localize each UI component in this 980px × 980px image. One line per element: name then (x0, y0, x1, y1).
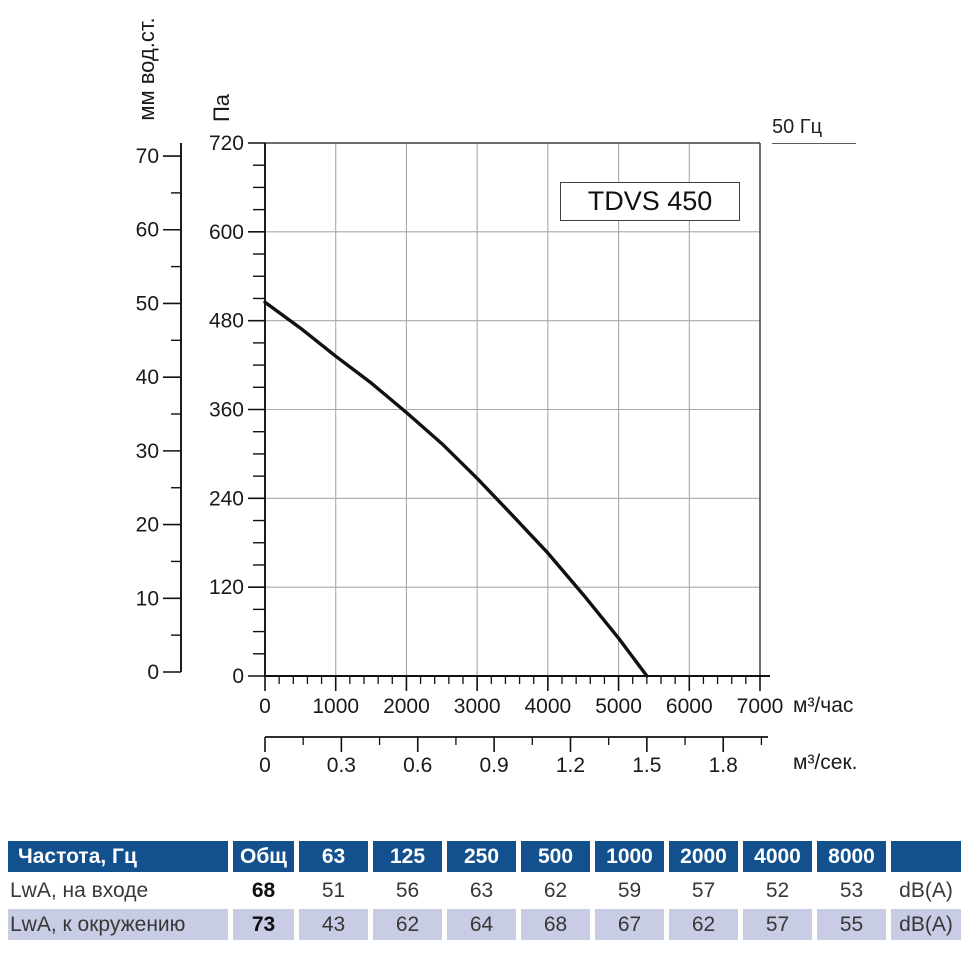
header-cell (891, 841, 961, 872)
band-value: 43 (299, 909, 368, 940)
band-value: 67 (595, 909, 664, 940)
model-label-box: TDVS 450 (560, 182, 740, 221)
flow-tick-label: 1000 (312, 695, 359, 718)
header-cell: 250 (447, 841, 516, 872)
pa-tick-label: 600 (209, 221, 244, 244)
pa-tick-label: 720 (209, 132, 244, 155)
band-value: 52 (743, 875, 812, 906)
header-cell: 1000 (595, 841, 664, 872)
flow-hour-unit-label: м³/час (793, 694, 854, 717)
flow-sec-unit-label: м³/сек. (793, 751, 858, 774)
row-label: LwA, к окружению (8, 909, 228, 940)
pa-axis-title: Па (209, 93, 234, 123)
flow-tick-label: 4000 (524, 695, 571, 718)
band-value: 63 (447, 875, 516, 906)
flow-tick-label: 2000 (383, 695, 430, 718)
band-value: 59 (595, 875, 664, 906)
header-cell: 4000 (743, 841, 812, 872)
flow-sec-tick-label: 1.2 (556, 754, 585, 777)
flow-tick-label: 3000 (454, 695, 501, 718)
acoustic-data-section: Частота, Гц Общ 63 125 250 500 1000 2000 4000 800… (3, 838, 966, 943)
header-cell: 2000 (669, 841, 738, 872)
flow-tick-label: 5000 (595, 695, 642, 718)
mm-tick-label: 30 (136, 440, 159, 463)
row-label: LwA, на входе (8, 875, 228, 906)
flow-sec-tick-label: 1.5 (632, 754, 661, 777)
band-value: 62 (669, 909, 738, 940)
header-cell: 125 (373, 841, 442, 872)
mm-axis-title: мм вод.ст. (134, 17, 159, 121)
pa-tick-label: 360 (209, 399, 244, 422)
band-value: 62 (373, 909, 442, 940)
flow-sec-tick-label: 0 (259, 754, 271, 777)
mm-tick-label: 40 (136, 366, 159, 389)
mm-tick-label: 10 (136, 587, 159, 610)
band-value: 64 (447, 909, 516, 940)
mm-tick-label: 50 (136, 292, 159, 315)
unit-cell: dB(A) (891, 875, 961, 906)
table-row: LwA, на входе 68 51 56 63 62 59 57 52 53 dB(A) (8, 875, 961, 906)
unit-cell: dB(A) (891, 909, 961, 940)
flow-tick-label: 7000 (737, 695, 784, 718)
header-cell: 8000 (817, 841, 886, 872)
flow-sec-tick-label: 0.3 (327, 754, 356, 777)
pa-tick-label: 240 (209, 487, 244, 510)
frequency-label: 50 Гц (772, 116, 856, 144)
header-cell: 500 (521, 841, 590, 872)
total-value: 68 (233, 875, 294, 906)
band-value: 51 (299, 875, 368, 906)
flow-sec-tick-label: 1.8 (709, 754, 738, 777)
band-value: 56 (373, 875, 442, 906)
mm-tick-label: 70 (136, 145, 159, 168)
fan-performance-chart: 720 600 480 360 240 120 0 70 60 50 40 30 20 10 0 0 1000 2… (134, 17, 858, 777)
band-value: 55 (817, 909, 886, 940)
mm-tick-label: 0 (147, 661, 159, 684)
pa-tick-label: 480 (209, 310, 244, 333)
mm-tick-label: 60 (136, 219, 159, 242)
band-value: 57 (743, 909, 812, 940)
mm-tick-label: 20 (136, 514, 159, 537)
flow-sec-tick-label: 0.9 (480, 754, 509, 777)
flow-tick-label: 6000 (666, 695, 713, 718)
band-value: 68 (521, 909, 590, 940)
table-header-row: Частота, Гц Общ 63 125 250 500 1000 2000 4000 800… (8, 841, 961, 872)
total-value: 73 (233, 909, 294, 940)
flow-sec-tick-label: 0.6 (403, 754, 432, 777)
header-cell: Частота, Гц (8, 841, 228, 872)
performance-curve (263, 300, 649, 678)
band-value: 62 (521, 875, 590, 906)
pa-tick-label: 0 (232, 665, 244, 688)
pa-tick-label: 120 (209, 576, 244, 599)
acoustic-table: Частота, Гц Общ 63 125 250 500 1000 2000 4000 800… (3, 838, 966, 943)
band-value: 57 (669, 875, 738, 906)
table-row: LwA, к окружению 73 43 62 64 68 67 62 57 55 dB(A) (8, 909, 961, 940)
band-value: 53 (817, 875, 886, 906)
header-cell: Общ (233, 841, 294, 872)
flow-tick-label: 0 (259, 695, 271, 718)
header-cell: 63 (299, 841, 368, 872)
